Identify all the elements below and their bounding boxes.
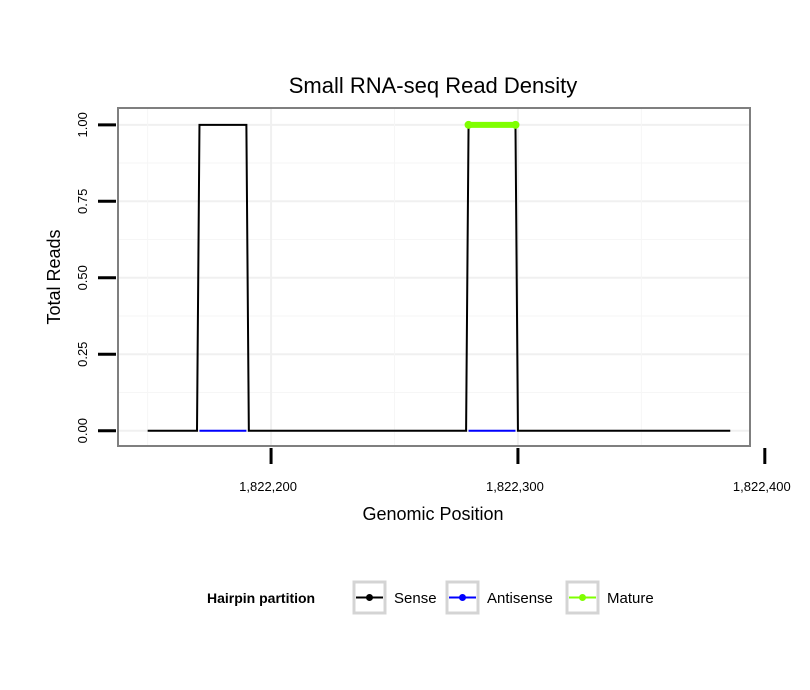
chart-title: Small RNA-seq Read Density (289, 73, 578, 98)
legend-entry-antisense: Antisense (445, 580, 553, 615)
legend-label: Sense (394, 590, 437, 607)
legend: Hairpin partition Sense Antisense Mature (207, 580, 654, 615)
panel-border (117, 107, 751, 447)
series-line-sense (147, 123, 731, 432)
plot-panel (117, 107, 751, 447)
x-tick-label: 1,822,300 (486, 479, 544, 494)
legend-entry-sense: Sense (352, 580, 437, 615)
legend-label: Antisense (487, 590, 553, 607)
data-point-mature (511, 120, 520, 129)
x-tick-label: 1,822,200 (239, 479, 297, 494)
y-tick-label: 0.00 (75, 418, 90, 443)
legend-key-point (366, 594, 373, 601)
y-axis-title: Total Reads (44, 229, 64, 324)
legend-key-point (459, 594, 466, 601)
x-axis: 1,822,200 1,822,300 1,822,400 (239, 448, 791, 494)
legend-label: Mature (607, 590, 654, 607)
legend-entry-mature: Mature (565, 580, 654, 615)
y-tick-label: 0.50 (75, 265, 90, 290)
legend-title: Hairpin partition (207, 590, 315, 606)
series-layer (147, 120, 731, 432)
series-sense (147, 123, 731, 432)
y-tick-label: 1.00 (75, 112, 90, 137)
x-axis-title: Genomic Position (362, 504, 503, 524)
y-tick-label: 0.25 (75, 342, 90, 367)
series-mature (464, 120, 520, 129)
x-tick-label: 1,822,400 (733, 479, 791, 494)
legend-key-point (579, 594, 586, 601)
data-point-mature (464, 120, 473, 129)
y-axis: 0.00 0.25 0.50 0.75 1.00 (75, 112, 116, 443)
y-tick-label: 0.75 (75, 189, 90, 214)
